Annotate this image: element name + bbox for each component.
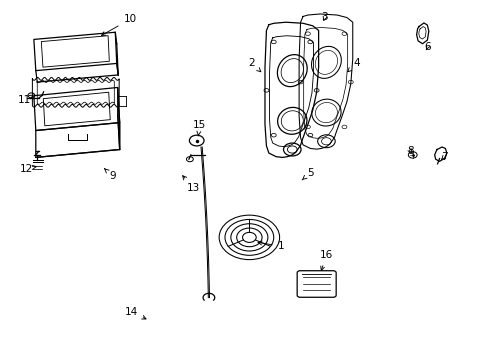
- Text: 6: 6: [423, 42, 430, 52]
- Text: 9: 9: [104, 169, 116, 181]
- Text: 12: 12: [20, 163, 36, 174]
- Text: 15: 15: [193, 121, 206, 136]
- Text: 14: 14: [124, 307, 146, 319]
- Text: 7: 7: [440, 152, 447, 162]
- Text: 3: 3: [321, 12, 327, 22]
- Text: 5: 5: [302, 168, 313, 180]
- Text: 16: 16: [319, 250, 332, 270]
- Text: 4: 4: [347, 58, 359, 72]
- Text: 10: 10: [102, 14, 136, 35]
- Text: 8: 8: [406, 145, 413, 156]
- Text: 13: 13: [182, 176, 200, 193]
- Text: 1: 1: [258, 241, 284, 251]
- Text: 2: 2: [248, 58, 260, 72]
- Text: 11: 11: [18, 95, 34, 105]
